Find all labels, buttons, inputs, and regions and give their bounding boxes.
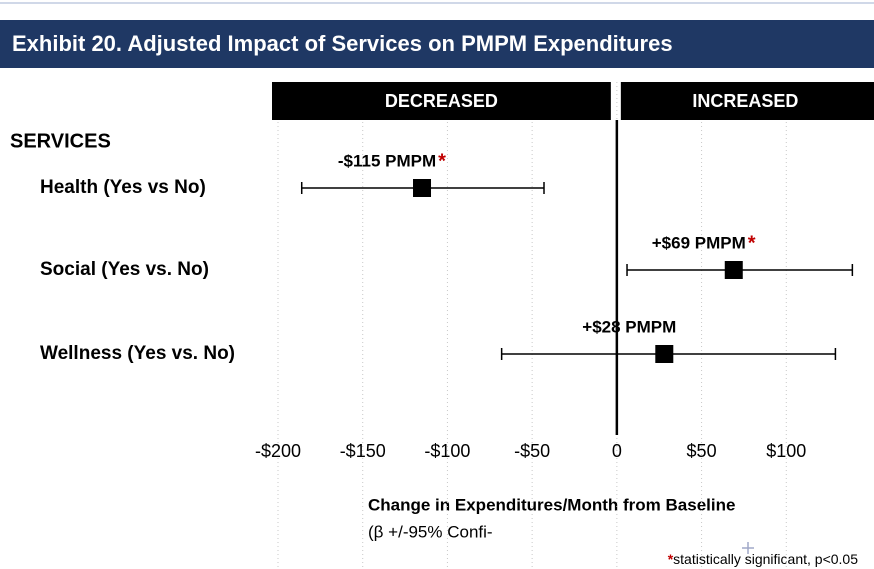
chart-title: Exhibit 20. Adjusted Impact of Services … xyxy=(12,31,673,56)
point-estimate xyxy=(724,261,743,279)
category-label: Social (Yes vs. No) xyxy=(40,259,209,280)
x-axis-title: Change in Expenditures/Month from Baseli… xyxy=(368,495,735,514)
footnote-text: statistically significant, p<0.05 xyxy=(673,551,858,567)
x-tick-label: $50 xyxy=(687,441,717,461)
x-tick-label: $100 xyxy=(766,441,806,461)
category-label: Wellness (Yes vs. No) xyxy=(40,343,235,364)
direction-label: INCREASED xyxy=(692,91,798,111)
x-tick-label: 0 xyxy=(612,441,622,461)
value-label: +$69 PMPM xyxy=(652,233,746,252)
cursor-cross xyxy=(742,542,754,554)
category-header: SERVICES xyxy=(10,130,111,152)
value-label: +$28 PMPM xyxy=(582,317,676,336)
significance-marker: * xyxy=(438,150,446,172)
point-estimate xyxy=(413,179,432,197)
direction-label: DECREASED xyxy=(385,91,498,111)
x-tick-label: -$50 xyxy=(514,441,550,461)
direction-band xyxy=(272,82,611,120)
title-bar xyxy=(0,20,874,68)
value-label: -$115 PMPM xyxy=(338,151,436,170)
point-estimate xyxy=(655,345,674,363)
x-axis-subtitle: (β +/-95% Confi- xyxy=(368,522,493,541)
category-label: Health (Yes vs No) xyxy=(40,177,206,198)
significance-marker: * xyxy=(748,232,756,254)
footnote: *statistically significant, p<0.05 xyxy=(668,551,858,567)
x-tick-label: -$100 xyxy=(424,441,470,461)
x-tick-label: -$200 xyxy=(255,441,301,461)
x-tick-label: -$150 xyxy=(340,441,386,461)
footnote-marker: * xyxy=(668,551,674,567)
direction-band xyxy=(620,82,874,120)
